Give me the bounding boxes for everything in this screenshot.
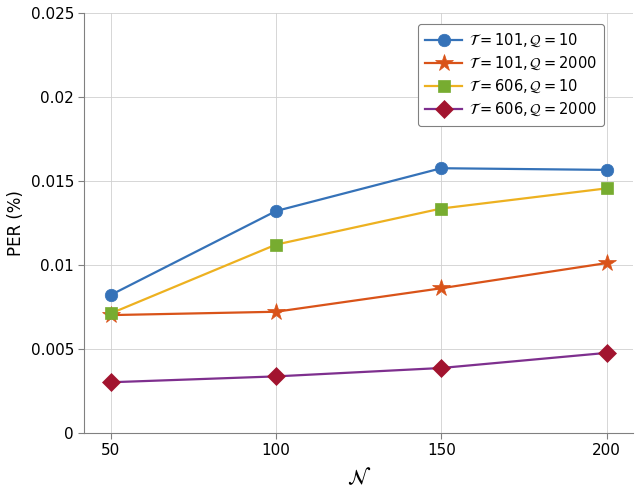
$\mathcal{T} = 606, \mathcal{Q} = 10$: [603, 186, 611, 192]
Line: $\mathcal{T} = 606, \mathcal{Q} = 10$: $\mathcal{T} = 606, \mathcal{Q} = 10$: [104, 182, 613, 320]
Y-axis label: PER (%): PER (%): [7, 190, 25, 256]
X-axis label: $\mathcal{N}$: $\mathcal{N}$: [347, 466, 371, 488]
$\mathcal{T} = 101, \mathcal{Q} = 10$: [603, 167, 611, 173]
$\mathcal{T} = 606, \mathcal{Q} = 10$: [272, 242, 280, 248]
$\mathcal{T} = 101, \mathcal{Q} = 2000$: [107, 312, 115, 318]
$\mathcal{T} = 101, \mathcal{Q} = 10$: [438, 165, 445, 171]
$\mathcal{T} = 101, \mathcal{Q} = 10$: [272, 208, 280, 214]
$\mathcal{T} = 101, \mathcal{Q} = 2000$: [438, 285, 445, 291]
$\mathcal{T} = 606, \mathcal{Q} = 2000$: [438, 365, 445, 371]
Line: $\mathcal{T} = 606, \mathcal{Q} = 2000$: $\mathcal{T} = 606, \mathcal{Q} = 2000$: [104, 346, 613, 389]
$\mathcal{T} = 606, \mathcal{Q} = 2000$: [603, 350, 611, 356]
$\mathcal{T} = 606, \mathcal{Q} = 2000$: [272, 373, 280, 379]
Line: $\mathcal{T} = 101, \mathcal{Q} = 10$: $\mathcal{T} = 101, \mathcal{Q} = 10$: [104, 162, 613, 301]
$\mathcal{T} = 101, \mathcal{Q} = 10$: [107, 292, 115, 298]
$\mathcal{T} = 606, \mathcal{Q} = 2000$: [107, 379, 115, 385]
$\mathcal{T} = 606, \mathcal{Q} = 10$: [438, 205, 445, 211]
Legend: $\mathcal{T} = 101, \mathcal{Q} = 10$, $\mathcal{T} = 101, \mathcal{Q} = 2000$, : $\mathcal{T} = 101, \mathcal{Q} = 10$, $…: [418, 24, 604, 126]
$\mathcal{T} = 101, \mathcal{Q} = 2000$: [603, 260, 611, 266]
$\mathcal{T} = 606, \mathcal{Q} = 10$: [107, 310, 115, 316]
Line: $\mathcal{T} = 101, \mathcal{Q} = 2000$: $\mathcal{T} = 101, \mathcal{Q} = 2000$: [102, 254, 616, 324]
$\mathcal{T} = 101, \mathcal{Q} = 2000$: [272, 309, 280, 315]
